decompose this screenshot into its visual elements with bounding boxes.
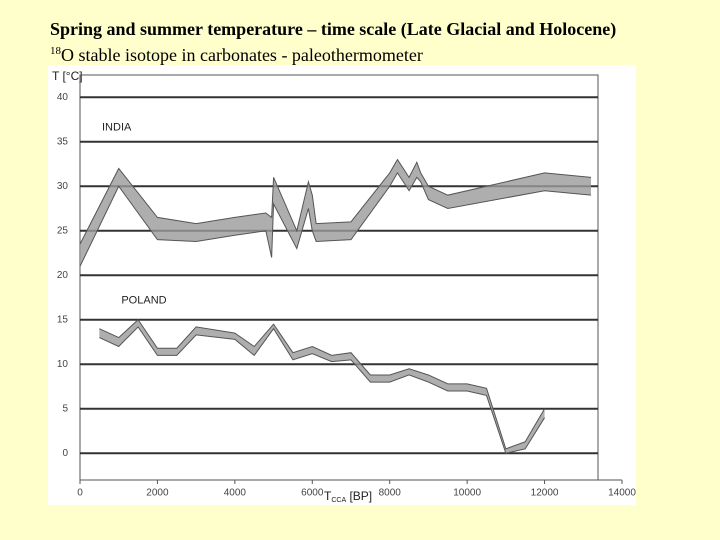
band-fill [80,159,592,267]
x-label-sub: CCA [331,497,346,504]
x-label-main: T [324,489,332,503]
band-edge [79,158,592,245]
header: Spring and summer temperature – time sca… [50,18,616,66]
subtitle: 18O stable isotope in carbonates - paleo… [50,40,616,66]
series-label: POLAND [121,295,166,307]
plot-frame [79,74,599,481]
x-tick-label: 12000 [531,488,559,499]
y-tick-label: 30 [57,181,69,192]
title: Spring and summer temperature – time sca… [50,19,617,39]
chart: T [°C] TCCA [BP] 0 5 10 15 20 25 30 35 40 0 2000 40… [48,65,636,505]
y-axis-label: T [°C] [52,69,83,83]
y-tick-label: 15 [57,314,69,325]
y-tick-label: 5 [62,403,68,414]
x-tick-label: 10000 [453,488,481,499]
x-tick-label: 14000 [608,488,636,499]
y-tick-label: 35 [57,136,69,147]
x-tick-label: 2000 [146,488,169,499]
x-tick-label: 6000 [301,488,324,499]
subtitle-sup: 18 [50,45,61,57]
y-tick-label: 40 [57,92,69,103]
band-edge [99,319,546,450]
y-tick-label: 10 [57,359,69,370]
x-axis-label: TCCA [BP] [324,489,372,504]
x-tick-label: 0 [77,488,83,499]
y-tick-label: 20 [57,270,69,281]
x-tick-label: 8000 [379,488,402,499]
x-tick-label: 4000 [224,488,247,499]
y-tick-label: 0 [62,448,68,459]
series-label: INDIA [102,122,132,134]
y-tick-label: 25 [57,225,69,236]
band-edge [99,326,545,454]
x-label-rest: [BP] [346,489,372,503]
band-edge [79,171,592,267]
band-fill [99,319,545,454]
subtitle-text: O stable isotope in carbonates - paleoth… [61,45,423,65]
